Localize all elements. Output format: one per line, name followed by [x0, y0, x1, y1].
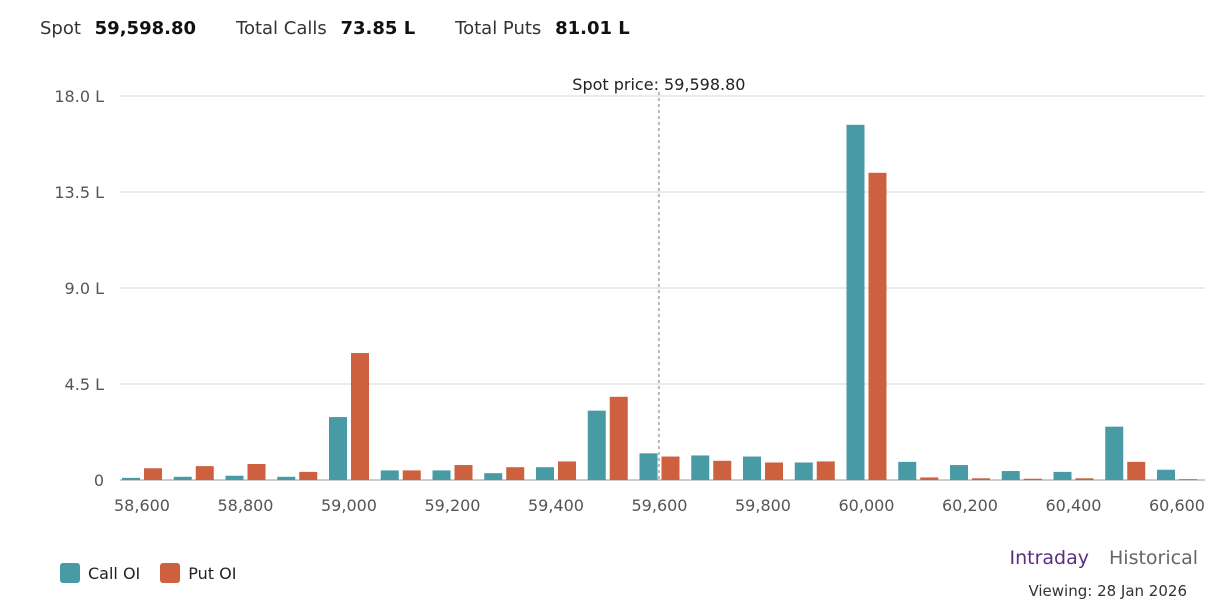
- legend-label-put-oi: Put OI: [188, 563, 237, 583]
- y-tick-label: 4.5 L: [65, 375, 105, 394]
- spot-stat: Spot 59,598.80: [40, 18, 196, 39]
- open-interest-chart: 0 4.5 L 9.0 L 13.5 L 18.0 L 58,600 58,800 59,00…: [54, 75, 1205, 515]
- total-calls-value: 73.85 L: [340, 18, 416, 39]
- x-tick-label: 60,600: [1149, 496, 1205, 515]
- put-oi-bar: [765, 462, 783, 480]
- call-oi-bar: [1053, 471, 1072, 480]
- call-oi-bar: [1157, 469, 1175, 480]
- x-tick-label: 58,600: [114, 496, 170, 515]
- put-oi-bar: [299, 471, 318, 480]
- put-oi-bar: [972, 478, 990, 480]
- x-tick-label: 59,200: [425, 496, 481, 515]
- y-tick-label: 0: [94, 471, 104, 490]
- x-tick-label: 59,400: [528, 496, 584, 515]
- put-oi-bar: [506, 467, 525, 480]
- call-oi-bar: [950, 465, 968, 480]
- put-oi-bar: [920, 477, 939, 480]
- total-puts-value: 81.01 L: [555, 18, 630, 39]
- call-oi-bar: [225, 475, 244, 480]
- legend-label-call-oi: Call OI: [88, 563, 141, 583]
- call-oi-bar: [1105, 426, 1124, 480]
- y-tick-label: 13.5 L: [54, 183, 104, 202]
- call-oi-bar: [639, 453, 658, 480]
- put-oi-bar: [1127, 461, 1146, 480]
- chart-legend: Call OI Put OI: [60, 563, 256, 583]
- x-tick-label: 59,800: [735, 496, 791, 515]
- put-oi-bar: [1075, 478, 1094, 480]
- put-oi-swatch: [160, 563, 181, 583]
- put-oi-bar: [713, 460, 732, 480]
- summary-bar: Spot 59,598.80 Total Calls 73.85 L Total…: [40, 18, 670, 39]
- x-tick-label: 60,400: [1046, 496, 1102, 515]
- y-tick-label: 9.0 L: [65, 279, 105, 298]
- viewing-date: Viewing: 28 Jan 2026: [1028, 582, 1187, 600]
- put-oi-bar: [454, 465, 473, 480]
- tab-historical[interactable]: Historical: [1109, 547, 1198, 569]
- x-tick-label: 60,000: [839, 496, 895, 515]
- call-oi-bar: [484, 473, 503, 480]
- put-oi-bar: [144, 468, 162, 480]
- y-tick-label: 18.0 L: [54, 87, 104, 106]
- total-puts-label: Total Puts: [455, 18, 542, 39]
- spot-price-annotation: Spot price: 59,598.80: [572, 75, 745, 94]
- call-oi-bar: [587, 410, 606, 480]
- x-tick-label: 59,600: [632, 496, 688, 515]
- call-oi-bar: [173, 476, 192, 480]
- put-oi-bar: [351, 353, 369, 480]
- put-oi-bar: [402, 470, 421, 480]
- call-oi-bar: [794, 462, 813, 480]
- view-tabs: Intraday Historical: [990, 547, 1199, 569]
- put-oi-bar: [1179, 479, 1197, 480]
- call-oi-bar: [432, 470, 451, 480]
- legend-item-call-oi[interactable]: Call OI: [60, 563, 140, 583]
- call-oi-bar: [1001, 471, 1020, 480]
- call-oi-bar: [380, 470, 399, 480]
- spot-value: 59,598.80: [94, 18, 197, 39]
- put-oi-bar: [609, 396, 628, 480]
- tab-intraday[interactable]: Intraday: [1009, 547, 1090, 569]
- x-tick-label: 59,000: [321, 496, 377, 515]
- x-tick-label: 60,200: [942, 496, 998, 515]
- spot-label: Spot: [40, 18, 81, 39]
- put-oi-bar: [816, 461, 835, 480]
- legend-item-put-oi[interactable]: Put OI: [160, 563, 236, 583]
- total-puts-stat: Total Puts 81.01 L: [455, 18, 630, 39]
- call-oi-bar: [329, 417, 347, 480]
- put-oi-bar: [1023, 478, 1042, 480]
- call-oi-bar: [743, 456, 761, 480]
- put-oi-bar: [661, 456, 680, 480]
- call-oi-bar: [122, 477, 140, 480]
- total-calls-label: Total Calls: [236, 18, 327, 39]
- x-tick-label: 58,800: [218, 496, 274, 515]
- call-oi-bar: [691, 455, 710, 480]
- call-oi-bar: [536, 467, 554, 480]
- put-oi-bar: [868, 172, 887, 481]
- put-oi-bar: [247, 464, 266, 480]
- total-calls-stat: Total Calls 73.85 L: [236, 18, 415, 39]
- call-oi-bar: [846, 124, 865, 481]
- call-oi-swatch: [60, 563, 80, 583]
- call-oi-bar: [277, 476, 296, 480]
- call-oi-bar: [898, 461, 917, 480]
- put-oi-bar: [558, 461, 576, 480]
- put-oi-bar: [195, 466, 214, 480]
